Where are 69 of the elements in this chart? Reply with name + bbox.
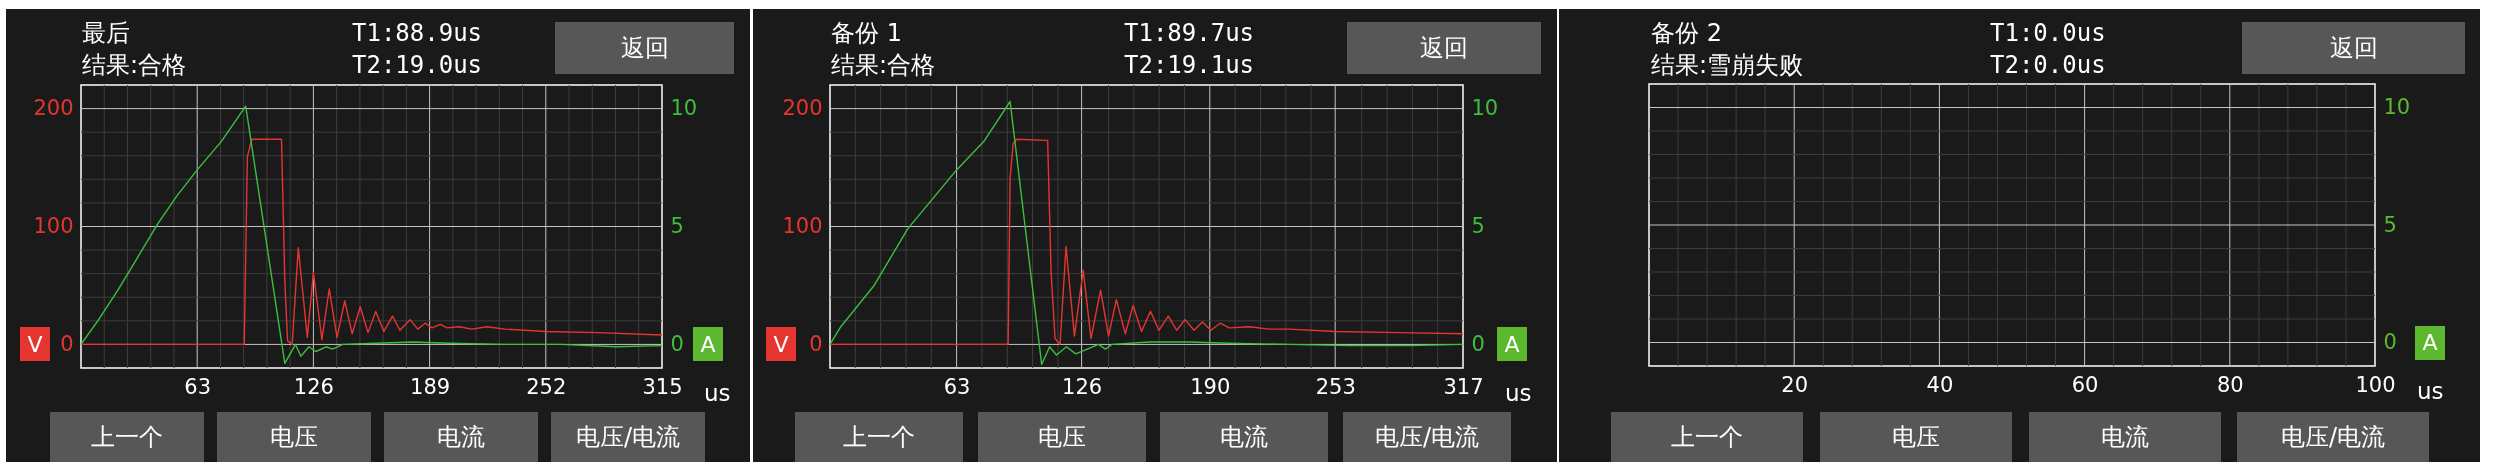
- y2-tick-label: 10: [1471, 96, 1499, 121]
- menu-button: 电压/电流: [2237, 412, 2429, 462]
- menu-button: 电压: [978, 412, 1146, 462]
- text: T2:0.0us: [1990, 50, 2106, 80]
- y2-tick-label: 5: [2383, 212, 2397, 237]
- text: T1:0.0us: [1990, 18, 2106, 48]
- line-series: [81, 105, 662, 364]
- x-tick-label: 63: [184, 374, 212, 399]
- x-axis-title: us: [1505, 379, 1532, 408]
- text: T1:89.7us: [1124, 18, 1255, 48]
- menu-button: 电流: [1160, 412, 1328, 462]
- x-tick-label: 63: [943, 374, 971, 399]
- menu-button: 上一个: [1611, 412, 1803, 462]
- y-tick-label: 0: [809, 331, 823, 356]
- y2-tick-label: 0: [2383, 330, 2397, 354]
- line-series: [830, 138, 1463, 346]
- return-button: 返回: [2242, 22, 2465, 74]
- return-button: 返回: [1347, 22, 1541, 74]
- text: T2:19.1us: [1124, 50, 1255, 80]
- text: T2:19.0us: [352, 50, 483, 80]
- x-tick-label: 315: [642, 374, 683, 399]
- y2-tick-label: 5: [1471, 214, 1485, 238]
- y-tick-label: 100: [782, 214, 823, 238]
- chart-subtitle: 结果:合格: [82, 50, 187, 80]
- menu-button: 电压/电流: [1343, 412, 1511, 462]
- menu-button: 电流: [384, 412, 538, 462]
- x-tick-label: 60: [2071, 372, 2099, 397]
- chart-subtitle: 结果:雪崩失败: [1651, 50, 1804, 80]
- y2-tick-label: 5: [670, 214, 684, 238]
- y-tick-label: 200: [33, 96, 74, 121]
- line-series: [830, 100, 1463, 366]
- menu-button: 电压: [217, 412, 371, 462]
- y-axis-title: V: [766, 327, 796, 362]
- x-tick-label: 253: [1315, 374, 1356, 399]
- x-tick-label: 126: [1062, 374, 1103, 399]
- menu-button: 电压: [1820, 412, 2012, 462]
- y-axis-title: V: [20, 327, 50, 362]
- x-tick-label: 252: [526, 374, 567, 399]
- y2-axis-title: A: [693, 327, 723, 362]
- y2-axis-title: A: [2415, 325, 2445, 360]
- x-axis-title: us: [2417, 377, 2444, 406]
- x-tick-label: 100: [2355, 372, 2396, 397]
- chart-title: 备份 2: [1651, 18, 1722, 48]
- line-series: [81, 138, 662, 346]
- x-axis-title: us: [704, 379, 731, 408]
- y-tick-label: 0: [60, 331, 74, 356]
- x-tick-label: 126: [293, 374, 334, 399]
- x-tick-label: 40: [1926, 372, 1954, 397]
- chart-title: 最后: [82, 18, 130, 48]
- x-tick-label: 317: [1443, 374, 1484, 399]
- y2-tick-label: 0: [670, 331, 684, 356]
- x-tick-label: 189: [410, 374, 451, 399]
- chart-title: 备份 1: [831, 18, 902, 48]
- chart-subtitle: 结果:合格: [831, 50, 936, 80]
- menu-button: 上一个: [795, 412, 963, 462]
- menu-button: 电压/电流: [551, 412, 705, 462]
- y2-tick-label: 10: [2383, 95, 2411, 119]
- y2-axis-title: A: [1497, 327, 1527, 362]
- y2-tick-label: 0: [1471, 331, 1485, 356]
- menu-button: 电流: [2029, 412, 2221, 462]
- y-tick-label: 200: [782, 96, 823, 121]
- text: T1:88.9us: [352, 18, 483, 48]
- x-tick-label: 20: [1781, 372, 1809, 397]
- x-tick-label: 80: [2216, 372, 2244, 397]
- return-button: 返回: [555, 22, 734, 74]
- y-tick-label: 100: [33, 214, 74, 238]
- x-tick-label: 190: [1190, 374, 1231, 399]
- y2-tick-label: 10: [670, 96, 698, 121]
- menu-button: 上一个: [50, 412, 204, 462]
